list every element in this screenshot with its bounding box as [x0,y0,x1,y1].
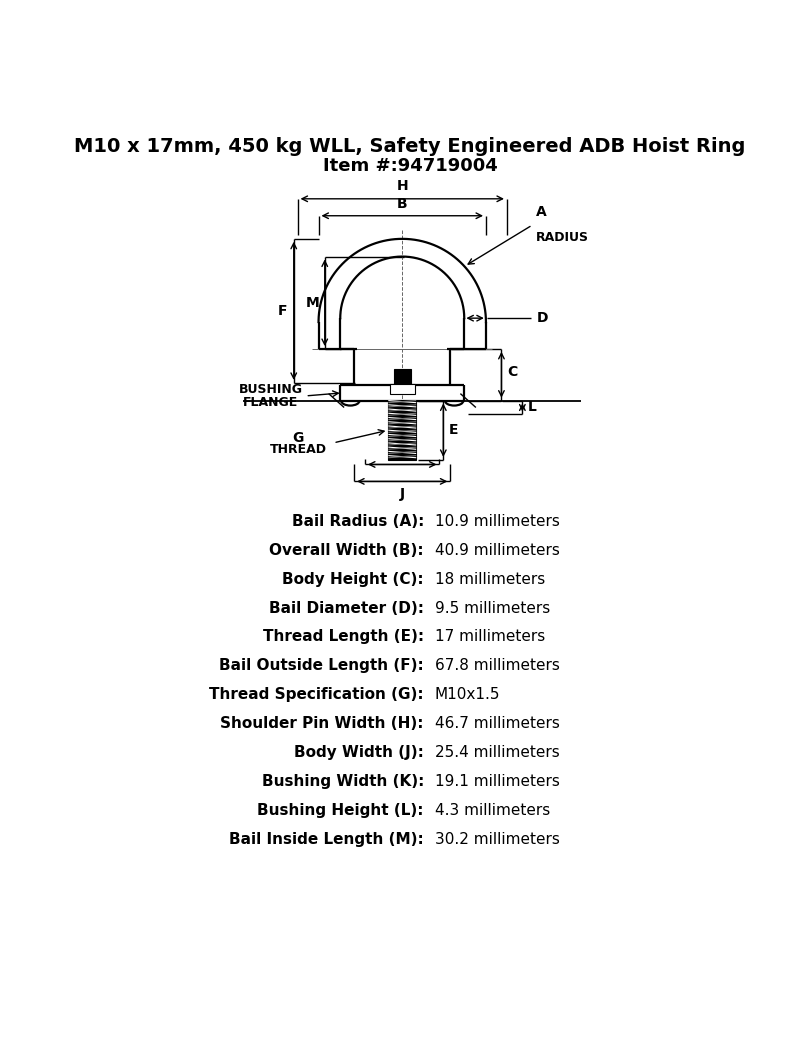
Text: Body Width (J):: Body Width (J): [294,745,424,760]
Text: 10.9 millimeters: 10.9 millimeters [435,514,560,529]
Text: A: A [536,205,547,218]
Bar [394,369,410,385]
Text: H: H [397,179,408,193]
Text: 18 millimeters: 18 millimeters [435,571,545,586]
Text: Bail Outside Length (F):: Bail Outside Length (F): [219,658,424,673]
Text: G: G [293,430,304,444]
Text: 17 millimeters: 17 millimeters [435,630,545,644]
Text: M: M [306,296,319,310]
Text: BUSHING: BUSHING [238,384,302,396]
Text: 9.5 millimeters: 9.5 millimeters [435,601,550,616]
Text: Thread Length (E):: Thread Length (E): [263,630,424,644]
Text: M10x1.5: M10x1.5 [435,687,500,702]
Text: Thread Specification (G):: Thread Specification (G): [210,687,424,702]
Text: FLANGE: FLANGE [243,396,298,409]
Text: 67.8 millimeters: 67.8 millimeters [435,658,560,673]
Text: Body Height (C):: Body Height (C): [282,571,424,586]
Text: Bail Inside Length (M):: Bail Inside Length (M): [229,831,424,847]
Bar [388,401,416,460]
Text: K: K [397,445,408,459]
Text: Item #:94719004: Item #:94719004 [322,157,498,175]
Text: Shoulder Pin Width (H):: Shoulder Pin Width (H): [221,717,424,731]
Text: 46.7 millimeters: 46.7 millimeters [435,717,560,731]
Text: 25.4 millimeters: 25.4 millimeters [435,745,559,760]
Text: F: F [278,304,287,318]
Text: B: B [397,197,407,211]
Text: Bail Diameter (D):: Bail Diameter (D): [269,601,424,616]
Text: THREAD: THREAD [270,443,327,456]
Text: Bushing Height (L):: Bushing Height (L): [258,802,424,817]
Text: Bail Radius (A):: Bail Radius (A): [291,514,424,529]
Text: 4.3 millimeters: 4.3 millimeters [435,802,550,817]
Text: 30.2 millimeters: 30.2 millimeters [435,831,560,847]
Text: RADIUS: RADIUS [536,231,590,244]
Text: Bushing Width (K):: Bushing Width (K): [262,774,424,789]
Text: M10 x 17mm, 450 kg WLL, Safety Engineered ADB Hoist Ring: M10 x 17mm, 450 kg WLL, Safety Engineere… [74,137,746,156]
Text: C: C [507,366,517,379]
Text: Overall Width (B):: Overall Width (B): [270,543,424,558]
Text: L: L [528,401,537,414]
Text: 40.9 millimeters: 40.9 millimeters [435,543,560,558]
Text: J: J [400,487,405,500]
Bar [390,385,414,394]
Text: D: D [536,312,548,325]
Text: 19.1 millimeters: 19.1 millimeters [435,774,560,789]
Text: E: E [449,423,458,437]
